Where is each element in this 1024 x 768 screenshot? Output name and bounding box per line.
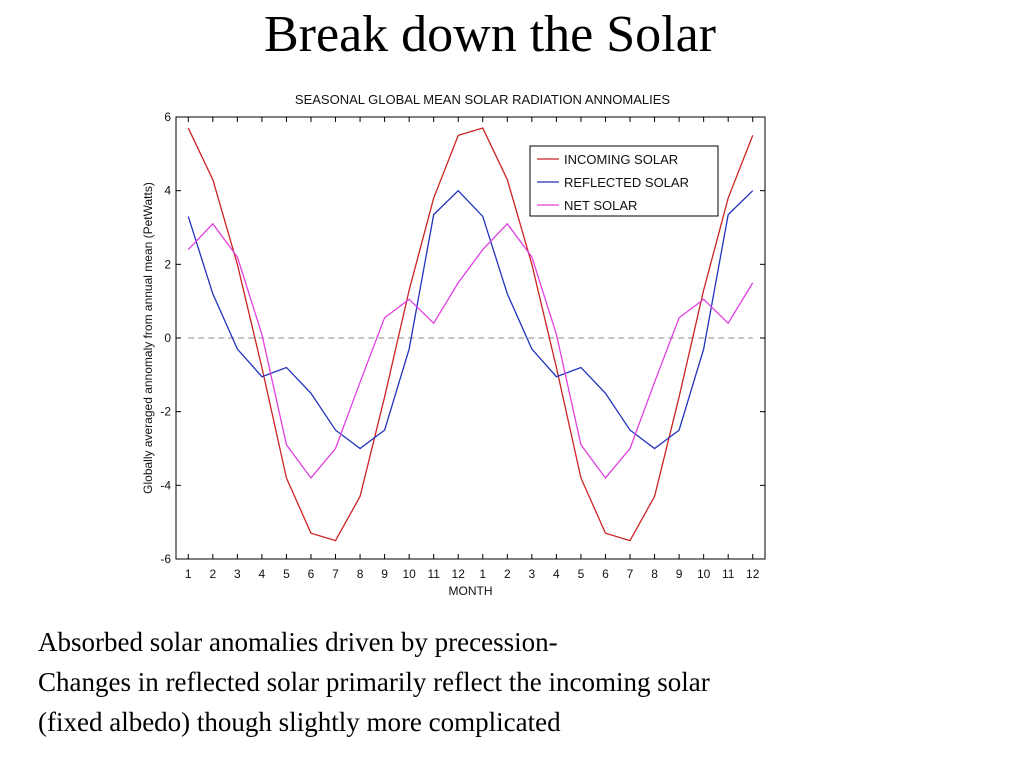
x-tick-label: 10 xyxy=(697,567,711,581)
x-tick-label: 12 xyxy=(452,567,466,581)
y-tick-label: -2 xyxy=(160,405,171,419)
x-tick-label: 4 xyxy=(259,567,266,581)
x-tick-label: 11 xyxy=(427,567,440,581)
chart-title: SEASONAL GLOBAL MEAN SOLAR RADIATION ANN… xyxy=(295,92,671,107)
caption-line: Changes in reflected solar primarily ref… xyxy=(38,667,710,697)
x-tick-label: 8 xyxy=(651,567,658,581)
x-tick-label: 3 xyxy=(234,567,241,581)
plot-layer: SEASONAL GLOBAL MEAN SOLAR RADIATION ANN… xyxy=(141,92,766,598)
y-tick-label: -4 xyxy=(160,478,171,492)
x-tick-label: 1 xyxy=(479,567,486,581)
y-tick-label: 2 xyxy=(164,257,171,271)
caption-line: (fixed albedo) though slightly more comp… xyxy=(38,707,561,737)
y-tick-label: 0 xyxy=(164,331,171,345)
series-line xyxy=(187,127,754,542)
x-tick-label: 8 xyxy=(357,567,364,581)
x-tick-label: 12 xyxy=(746,567,760,581)
x-tick-label: 3 xyxy=(529,567,536,581)
x-tick-label: 6 xyxy=(308,567,315,581)
caption-line: Absorbed solar anomalies driven by prece… xyxy=(38,627,558,657)
x-tick-label: 1 xyxy=(185,567,192,581)
series-line xyxy=(187,222,754,480)
x-tick-label: 10 xyxy=(402,567,416,581)
x-tick-label: 11 xyxy=(722,567,735,581)
x-tick-label: 6 xyxy=(602,567,609,581)
legend-label: INCOMING SOLAR xyxy=(564,152,678,167)
x-tick-label: 9 xyxy=(676,567,683,581)
y-tick-label: -6 xyxy=(160,552,171,566)
y-tick-label: 4 xyxy=(164,184,171,198)
x-tick-label: 7 xyxy=(332,567,339,581)
series-line xyxy=(187,189,754,450)
legend-label: NET SOLAR xyxy=(564,198,637,213)
x-tick-label: 2 xyxy=(504,567,511,581)
x-tick-label: 7 xyxy=(627,567,634,581)
legend-box xyxy=(529,145,719,217)
slide-title: Break down the Solar xyxy=(263,6,716,63)
legend-label: REFLECTED SOLAR xyxy=(564,175,689,190)
y-axis-label: Globally averaged annomaly from annual m… xyxy=(141,182,155,494)
x-tick-label: 5 xyxy=(578,567,585,581)
slide-caption: Absorbed solar anomalies driven by prece… xyxy=(38,622,710,742)
x-tick-label: 4 xyxy=(553,567,560,581)
x-axis-label: MONTH xyxy=(449,584,493,598)
x-tick-label: 5 xyxy=(283,567,290,581)
x-tick-label: 2 xyxy=(209,567,216,581)
x-tick-label: 9 xyxy=(381,567,388,581)
y-tick-label: 6 xyxy=(164,110,171,124)
